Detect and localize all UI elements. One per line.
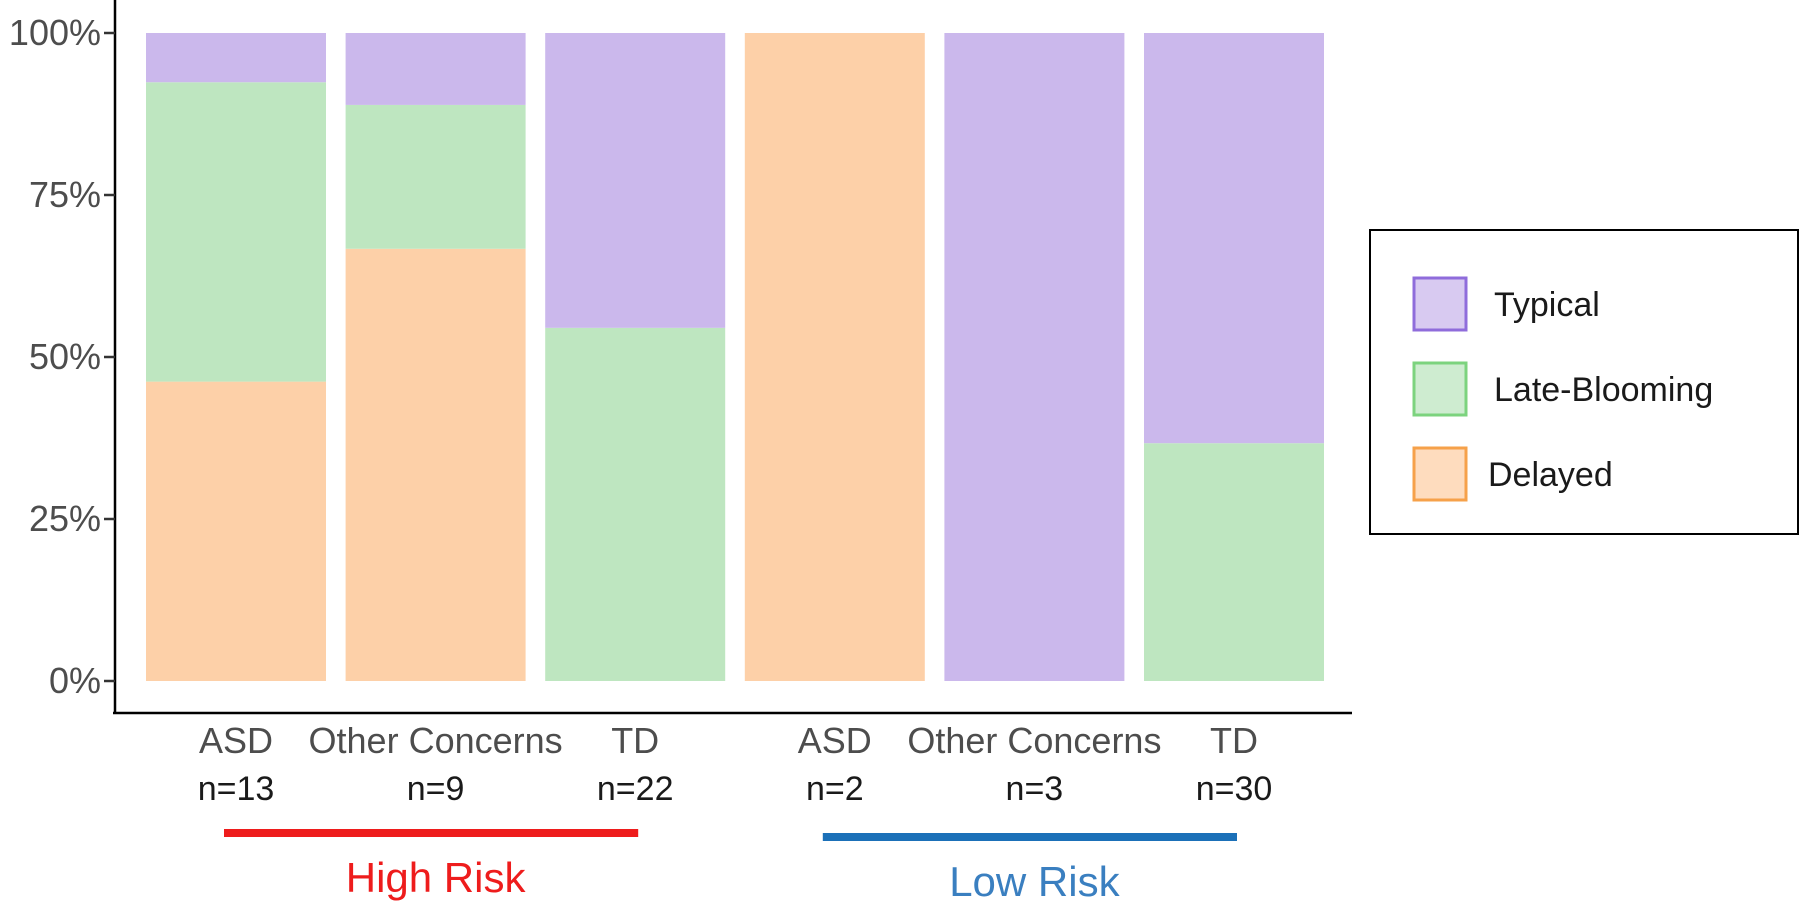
x-count-label: n=22 <box>597 770 674 808</box>
group-label-0: High Risk <box>346 854 527 901</box>
y-tick-label: 75% <box>29 174 101 215</box>
x-category-label: Other Concerns <box>907 720 1161 761</box>
x-count-label: n=30 <box>1196 770 1273 808</box>
bar-segment-delayed-0 <box>146 381 326 681</box>
x-labels: ASD n=13 Other Concerns n=9 TD n=22 ASD n=2 Othe… <box>198 720 1273 808</box>
x-category-label: ASD <box>199 720 273 761</box>
y-tick-label: 25% <box>29 498 101 539</box>
x-category-label: Other Concerns <box>309 720 563 761</box>
bar-segment-typical-2 <box>545 33 726 328</box>
legend-swatch-late-blooming <box>1412 361 1468 417</box>
bar-segment-typical-0 <box>146 33 326 83</box>
y-tick-label: 50% <box>29 336 101 377</box>
bar-segment-late-blooming-0 <box>146 82 326 382</box>
x-count-label: n=9 <box>407 770 465 808</box>
y-ticks: 0% 25% 50% 75% 100% <box>9 12 115 701</box>
legend-label-typical: Typical <box>1494 286 1600 324</box>
group-brackets: High Risk Low Risk <box>224 829 1237 902</box>
legend-label-late-blooming: Late-Blooming <box>1494 371 1713 409</box>
x-count-label: n=13 <box>198 770 275 808</box>
bar-segment-typical-5 <box>1144 33 1324 444</box>
y-tick-label: 0% <box>49 660 101 701</box>
bar-segment-delayed-3 <box>744 33 925 681</box>
x-count-label: n=2 <box>806 770 864 808</box>
bar-segment-late-blooming-5 <box>1144 443 1324 681</box>
x-category-label: TD <box>1210 720 1258 761</box>
x-category-label: ASD <box>798 720 872 761</box>
x-category-label: TD <box>611 720 659 761</box>
legend: Typical Late-Blooming Delayed <box>1369 229 1799 535</box>
legend-swatch-delayed <box>1412 446 1468 502</box>
bar-segment-late-blooming-2 <box>545 327 726 681</box>
x-count-label: n=3 <box>1006 770 1064 808</box>
bar-segment-typical-1 <box>345 33 526 105</box>
legend-label-delayed: Delayed <box>1488 456 1613 494</box>
bars-layer <box>146 33 1324 681</box>
bar-segment-typical-4 <box>944 33 1125 681</box>
legend-swatch-typical <box>1412 276 1468 332</box>
y-tick-label: 100% <box>9 12 101 53</box>
group-label-1: Low Risk <box>949 858 1120 902</box>
bar-segment-late-blooming-1 <box>345 104 526 249</box>
bar-segment-delayed-1 <box>345 248 526 681</box>
